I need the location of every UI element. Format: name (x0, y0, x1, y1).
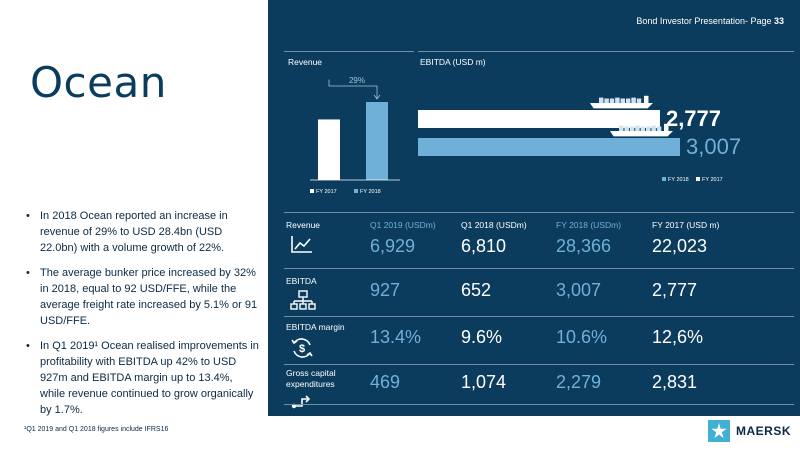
legend-label: FY 2017 (316, 189, 337, 195)
cell-ebitda-q1-2018: 652 (461, 280, 492, 300)
container-ship-icon (589, 95, 653, 109)
dollar-cycle-icon: $ (291, 338, 313, 358)
legend-label: FY 2017 (702, 177, 723, 183)
growth-label: 29% (349, 76, 365, 85)
cell-revenue-q1-2019: 6,929 (370, 236, 416, 256)
table-top-divider (284, 212, 794, 213)
ebitda-value-label: 3,007 (686, 134, 741, 159)
cell-margin-fy-2018: 10.6% (556, 327, 608, 347)
revenue-bar-chart: 29% FY 2017 FY 2018 (310, 76, 400, 195)
row-label-ebitda-margin: EBITDA margin (286, 322, 345, 332)
column-header: FY 2017 (USD m) (652, 220, 720, 230)
cell-capex-fy-2017: 2,831 (652, 372, 698, 392)
legend-swatch (310, 189, 314, 193)
cell-margin-q1-2019: 13.4% (370, 327, 422, 347)
maersk-logo-text: MAERSK (736, 424, 792, 438)
bullet-list: In 2018 Ocean reported an increase in re… (24, 208, 260, 427)
container-ship-icon (610, 123, 673, 137)
cell-capex-q1-2018: 1,074 (461, 372, 507, 392)
page-title: Ocean (30, 58, 167, 107)
line-chart-icon (291, 236, 312, 253)
row-label-gross-capex: Gross capital expenditures (286, 368, 336, 389)
table-row-divider (284, 364, 794, 365)
bullet-item: In 2018 Ocean reported an increase in re… (24, 208, 260, 256)
growth-annotation-arrow (328, 79, 378, 99)
ebitda-chart-title: EBITDA (USD m) (420, 57, 486, 67)
table-row-divider (284, 268, 794, 269)
maersk-logo: MAERSK (700, 418, 800, 446)
revenue-bar (318, 119, 340, 180)
org-chart-icon (290, 290, 316, 310)
ebitda-bar-chart: 2,777 3,007 FY 2018 FY 2017 (418, 95, 741, 183)
ebitda-bar (418, 110, 660, 128)
header-label: Bond Investor Presentation- Page (636, 16, 774, 26)
revenue-chart-divider (284, 51, 414, 52)
row-label-revenue: Revenue (286, 220, 321, 230)
ebitda-bar (418, 138, 680, 156)
revenue-bar (366, 102, 388, 180)
legend-swatch (354, 189, 358, 193)
ocean-kpi-panel: Bond Investor Presentation- Page 33 Reve… (268, 0, 800, 416)
column-header: FY 2018 (USDm) (556, 220, 622, 230)
revenue-chart-title: Revenue (288, 57, 323, 67)
bullet-item: In Q1 2019¹ Ocean realised improvements … (24, 338, 260, 418)
ebitda-value-label: 2,777 (666, 106, 721, 131)
cell-revenue-fy-2017: 22,023 (652, 236, 708, 256)
cell-ebitda-q1-2019: 927 (370, 280, 401, 300)
footnote: ¹Q1 2019 and Q1 2018 figures include IFR… (24, 426, 169, 433)
row-label-ebitda: EBITDA (286, 276, 317, 286)
maersk-star-icon (708, 420, 730, 442)
cell-ebitda-fy-2018: 3,007 (556, 280, 602, 300)
growth-arrowhead (373, 94, 381, 100)
cell-margin-q1-2018: 9.6% (461, 327, 503, 347)
cell-revenue-fy-2018: 28,366 (556, 236, 612, 256)
legend-label: FY 2018 (360, 189, 381, 195)
page-header: Bond Investor Presentation- Page 33 (636, 16, 784, 26)
page-number: 33 (773, 16, 784, 26)
table-bottom-divider (284, 404, 794, 405)
legend-swatch (696, 177, 700, 181)
legend-swatch (662, 177, 666, 181)
cell-margin-fy-2017: 12,6% (652, 327, 704, 347)
cell-capex-fy-2018: 2,279 (556, 372, 602, 392)
capex-icon (291, 395, 311, 409)
table-row-divider (284, 316, 794, 317)
cell-ebitda-fy-2017: 2,777 (652, 280, 698, 300)
column-header: Q1 2018 (USDm) (461, 220, 527, 230)
legend-label: FY 2018 (668, 177, 689, 183)
svg-text:$: $ (299, 343, 305, 355)
bullet-item: The average bunker price increased by 32… (24, 265, 260, 329)
cell-revenue-q1-2018: 6,810 (461, 236, 507, 256)
column-header: Q1 2019 (USDm) (370, 220, 436, 230)
cell-capex-q1-2019: 469 (370, 372, 401, 392)
left-panel: Ocean In 2018 Ocean reported an increase… (0, 0, 268, 450)
ebitda-chart-divider (418, 51, 794, 52)
